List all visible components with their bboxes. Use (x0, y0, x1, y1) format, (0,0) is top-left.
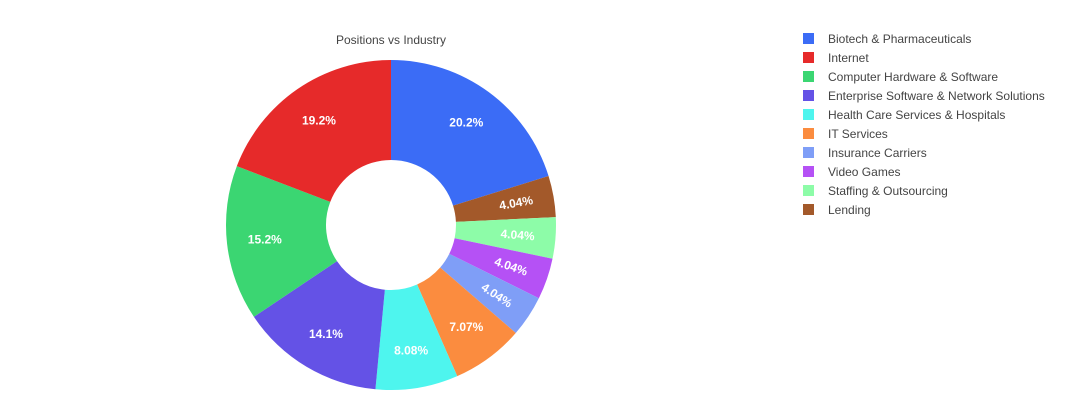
legend-label: Biotech & Pharmaceuticals (828, 32, 971, 46)
legend-label: Insurance Carriers (828, 146, 927, 160)
legend-swatch (803, 166, 814, 177)
slice-lending[interactable] (453, 175, 556, 222)
slice-computer-hardware-and-software[interactable] (226, 166, 338, 317)
legend-item-lending[interactable]: Lending (803, 203, 871, 217)
legend-label: IT Services (828, 127, 888, 141)
donut-slices (226, 60, 556, 390)
legend-swatch (803, 128, 814, 139)
legend-item-video-games[interactable]: Video Games (803, 165, 901, 179)
slice-health-care-services-and-hospitals[interactable] (375, 284, 458, 390)
legend-label: Computer Hardware & Software (828, 70, 998, 84)
legend-item-health-care-services-and-hospitals[interactable]: Health Care Services & Hospitals (803, 108, 1005, 122)
slice-label-internet: 19.2% (302, 113, 336, 127)
slice-it-services[interactable] (417, 267, 516, 377)
legend-swatch (803, 204, 814, 215)
legend-swatch (803, 185, 814, 196)
slice-enterprise-software-and-network-solutions[interactable] (253, 261, 385, 390)
slice-labels: 20.2%4.04%4.04%4.04%4.04%7.07%8.08%14.1%… (248, 113, 536, 357)
slice-label-health-care-services-and-hospitals: 8.08% (394, 343, 428, 357)
legend-swatch (803, 90, 814, 101)
legend-item-biotech-and-pharmaceuticals[interactable]: Biotech & Pharmaceuticals (803, 32, 971, 46)
legend-swatch (803, 71, 814, 82)
legend-label: Video Games (828, 165, 901, 179)
legend-swatch (803, 147, 814, 158)
slice-label-enterprise-software-and-network-solutions: 14.1% (309, 327, 343, 341)
slice-label-lending: 4.04% (498, 193, 534, 213)
slice-biotech-and-pharmaceuticals[interactable] (391, 60, 549, 206)
slice-label-it-services: 7.07% (449, 320, 483, 334)
legend-item-internet[interactable]: Internet (803, 51, 869, 65)
legend-item-enterprise-software-and-network-solutions[interactable]: Enterprise Software & Network Solutions (803, 89, 1045, 103)
legend-label: Health Care Services & Hospitals (828, 108, 1005, 122)
legend: Biotech & Pharmaceuticals Internet Compute… (803, 32, 1045, 217)
legend-item-it-services[interactable]: IT Services (803, 127, 888, 141)
legend-item-staffing-and-outsourcing[interactable]: Staffing & Outsourcing (803, 184, 948, 198)
legend-swatch (803, 52, 814, 63)
slice-insurance-carriers[interactable] (440, 253, 539, 333)
slice-video-games[interactable] (449, 238, 553, 299)
legend-label: Internet (828, 51, 869, 65)
chart-title: Positions vs Industry (336, 33, 446, 47)
slice-internet[interactable] (236, 60, 391, 202)
legend-item-computer-hardware-and-software[interactable]: Computer Hardware & Software (803, 70, 998, 84)
legend-label: Enterprise Software & Network Solutions (828, 89, 1045, 103)
slice-label-biotech-and-pharmaceuticals: 20.2% (449, 116, 483, 130)
legend-item-insurance-carriers[interactable]: Insurance Carriers (803, 146, 927, 160)
slice-staffing-and-outsourcing[interactable] (454, 217, 556, 259)
legend-label: Staffing & Outsourcing (828, 184, 948, 198)
legend-label: Lending (828, 203, 871, 217)
legend-swatch (803, 109, 814, 120)
legend-swatch (803, 33, 814, 44)
slice-label-computer-hardware-and-software: 15.2% (248, 232, 282, 246)
slice-label-staffing-and-outsourcing: 4.04% (500, 227, 535, 244)
